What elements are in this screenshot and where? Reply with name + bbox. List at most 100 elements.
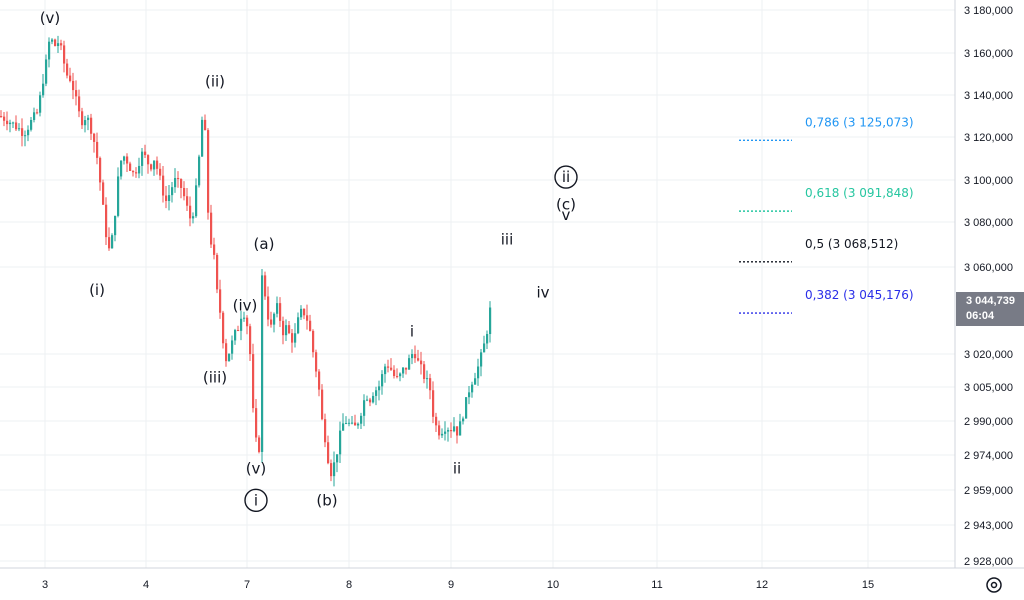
candle [228, 353, 231, 362]
candle [273, 312, 276, 333]
candle [144, 144, 147, 158]
candle [348, 418, 351, 427]
wave-label: (v) [40, 9, 61, 27]
candle-body [177, 177, 180, 180]
last-price-box [956, 292, 1024, 326]
candle [237, 325, 240, 332]
candle-body [216, 254, 219, 290]
candle-body [90, 117, 93, 134]
candle-body [285, 325, 288, 336]
candle [387, 359, 390, 373]
candle-body [42, 83, 45, 96]
candle-body [174, 177, 177, 188]
price-tick-label: 3 160,000 [964, 48, 1013, 60]
grid-lines [0, 0, 955, 568]
candle [375, 386, 378, 406]
candle-body [255, 408, 258, 438]
price-tick-label: 3 080,000 [964, 217, 1013, 229]
candle-body [210, 212, 213, 245]
candle-body [348, 422, 351, 424]
fib-level-label: 0,618 (3 091,848) [805, 186, 914, 200]
candle-body [468, 392, 471, 398]
time-axis[interactable]: 3 4 7 8 9 10 11 12 15 [42, 579, 874, 591]
time-tick-label: 7 [244, 579, 250, 591]
candle-body [483, 343, 486, 353]
candle [426, 370, 429, 389]
candle-body [264, 275, 267, 297]
candle-body [168, 195, 171, 202]
candle [249, 323, 252, 361]
candle-body [93, 133, 96, 142]
candle [477, 358, 480, 386]
time-tick-label: 8 [346, 579, 352, 591]
candle [393, 365, 396, 379]
candle [177, 171, 180, 188]
candle [297, 312, 300, 335]
candle-body [399, 373, 402, 377]
candle [255, 399, 258, 442]
candle-body [435, 416, 438, 426]
price-tick-label: 3 060,000 [964, 262, 1013, 274]
candle [435, 412, 438, 433]
candle-body [390, 367, 393, 370]
candle [252, 343, 255, 413]
candle-body [480, 352, 483, 367]
candle [93, 132, 96, 153]
candle-body [15, 122, 18, 130]
candle [174, 168, 177, 193]
time-tick-label: 11 [651, 579, 662, 591]
candle-body [432, 390, 435, 417]
candle-body [261, 275, 264, 452]
candle-body [87, 117, 90, 121]
wave-label: (iii) [203, 369, 227, 387]
candle-body [288, 325, 291, 334]
candle-body [102, 182, 105, 205]
candle [333, 451, 336, 487]
candle-body [198, 156, 201, 186]
time-tick-label: 3 [42, 579, 48, 591]
candle-body [204, 119, 207, 131]
candle [72, 72, 75, 100]
candle [12, 121, 15, 128]
candle [201, 116, 204, 157]
candle [366, 395, 369, 402]
candle [69, 67, 72, 83]
candle [294, 323, 297, 348]
candle [267, 286, 270, 327]
wave-label: v [562, 206, 571, 224]
candle [471, 381, 474, 398]
price-tick-label: 3 180,000 [964, 5, 1013, 17]
candle [381, 370, 384, 395]
candle-body [351, 422, 354, 424]
candle-body [162, 175, 165, 196]
candle [225, 338, 228, 367]
candle [363, 394, 366, 427]
candle [81, 107, 84, 129]
candle [54, 38, 57, 47]
candle-body [213, 244, 216, 255]
candle-body [114, 215, 117, 236]
candle [285, 319, 288, 341]
candle [246, 315, 249, 335]
candle-body [417, 358, 420, 361]
fib-level-label: 0,786 (3 125,073) [805, 115, 914, 129]
candle [231, 335, 234, 360]
candle-body [270, 319, 273, 325]
price-tick-label: 2 928,000 [964, 556, 1013, 568]
candle-body [141, 151, 144, 166]
candle-body [243, 317, 246, 319]
candle-body [27, 129, 30, 136]
candle-body [333, 462, 336, 477]
candle [438, 420, 441, 440]
price-axis[interactable]: 3 180,000 3 160,000 3 140,000 3 120,000 3 10… [964, 5, 1013, 568]
candle-body [105, 204, 108, 238]
settings-icon[interactable] [986, 577, 1002, 593]
candle [243, 311, 246, 322]
candle [309, 314, 312, 332]
candle-body [450, 430, 453, 432]
candles [0, 35, 492, 487]
candle [141, 148, 144, 176]
candle [390, 358, 393, 372]
candle [39, 91, 42, 117]
